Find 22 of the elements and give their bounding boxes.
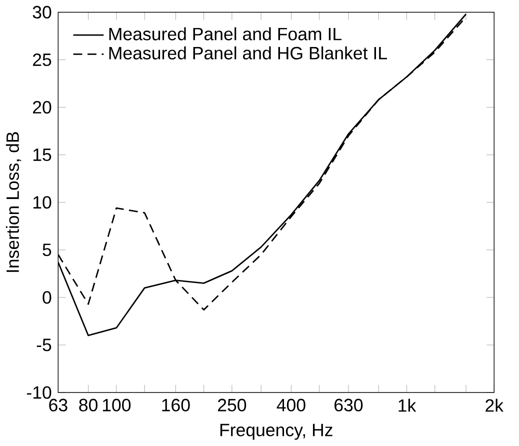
x-tick-label: 630 (334, 398, 363, 412)
legend-label: Measured Panel and Foam IL (109, 27, 342, 40)
y-tick-label: -5 (36, 338, 52, 352)
y-tick-label: 0 (42, 291, 52, 304)
x-axis-title: Frequency, Hz (220, 424, 332, 440)
y-tick-label: 30 (32, 6, 52, 19)
y-tick-label: -10 (26, 386, 52, 399)
legend-label: Measured Panel and HG Blanket IL (109, 46, 387, 60)
x-tick-label: 80 (79, 398, 98, 412)
y-tick-label: 15 (33, 148, 52, 162)
y-tick-label: 10 (33, 196, 52, 209)
x-tick-label: 250 (218, 398, 246, 412)
y-tick-label: 5 (42, 244, 52, 256)
x-tick-label: 100 (102, 398, 131, 412)
y-tick-label: 25 (33, 54, 52, 66)
x-tick-label: 63 (49, 398, 68, 412)
x-tick-label: 400 (276, 398, 306, 412)
x-tick-label: 1k (398, 398, 416, 412)
x-tick-label: 160 (162, 398, 190, 412)
x-tick-label: 2k (486, 398, 504, 412)
y-axis-title: Insertion Loss, dB (6, 132, 22, 272)
y-tick-label: 20 (33, 101, 52, 114)
